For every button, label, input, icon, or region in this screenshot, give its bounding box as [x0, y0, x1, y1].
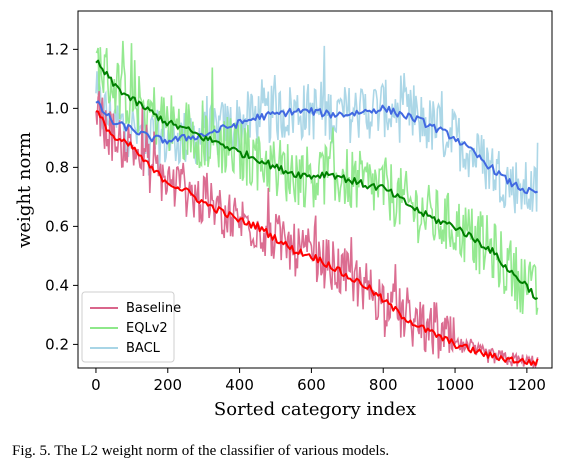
legend: Baseline EQLv2 BACL	[81, 291, 181, 363]
x-tick-label: 1200	[508, 376, 546, 394]
smooth-line-eqlv2	[95, 59, 538, 300]
x-axis-title: Sorted category index	[214, 399, 416, 420]
legend-label-eqlv2: EQLv2	[126, 321, 168, 336]
y-tick-label: 1.2	[45, 40, 69, 58]
x-tick-label: 0	[91, 376, 101, 394]
legend-box	[81, 291, 175, 363]
raw-series-layer	[95, 40, 539, 369]
raw-line-baseline	[95, 90, 539, 369]
smoothed-series-layer	[95, 59, 539, 366]
x-tick-label: 400	[225, 376, 254, 394]
smooth-line-baseline	[95, 110, 539, 366]
x-tick-label: 200	[153, 376, 182, 394]
y-tick-label: 0.6	[45, 217, 69, 235]
figure-caption: Fig. 5. The L2 weight norm of the classi…	[12, 443, 390, 459]
axis-ticks: 0 200 400 600 800 1000 1200 0.2 0.4 0.6 0.8 1.0 1.2	[45, 40, 546, 394]
x-tick-label: 600	[297, 376, 326, 394]
smooth-line-bacl	[95, 100, 538, 195]
y-tick-label: 0.4	[45, 276, 69, 294]
legend-label-baseline: Baseline	[126, 301, 181, 316]
x-tick-label: 1000	[436, 376, 474, 394]
plot-frame	[77, 10, 553, 369]
legend-label-bacl: BACL	[126, 341, 161, 356]
y-axis-title: weight norm	[14, 132, 35, 248]
y-tick-label: 0.2	[45, 335, 69, 353]
x-tick-label: 800	[369, 376, 398, 394]
y-tick-label: 1.0	[45, 99, 69, 117]
y-tick-label: 0.8	[45, 158, 69, 176]
raw-line-eqlv2	[95, 40, 539, 315]
